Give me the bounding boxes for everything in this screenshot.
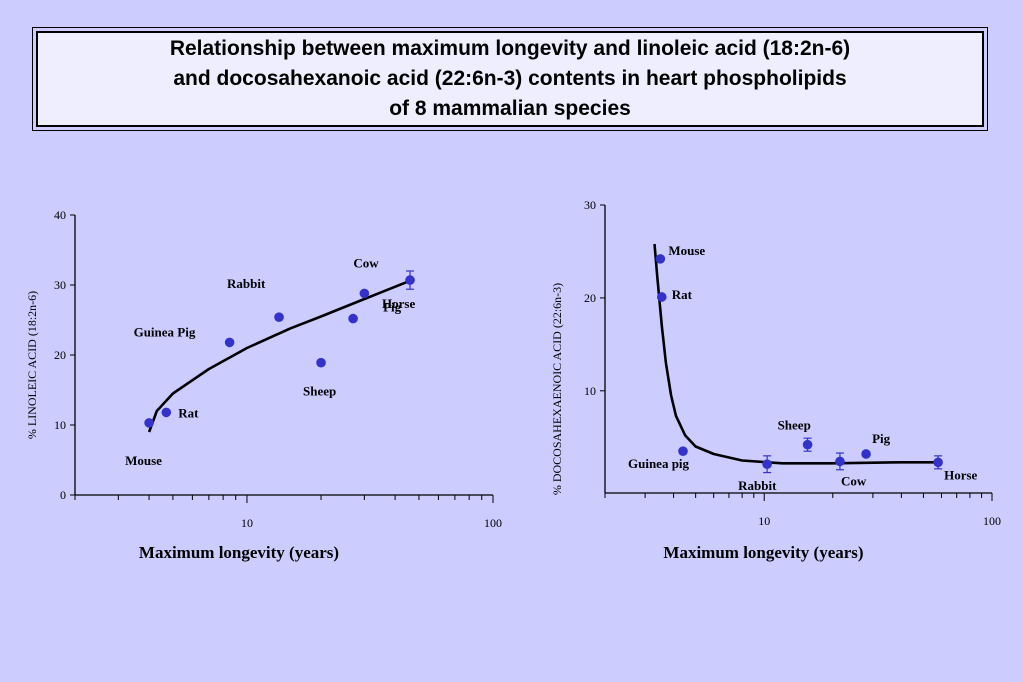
chart2-point-rat xyxy=(656,292,667,302)
chart2-x-tick-label: 100 xyxy=(983,514,1001,528)
slide-title: Relationship between maximum longevity a… xyxy=(36,31,984,127)
chart1-x-tick-label: 10 xyxy=(241,516,253,530)
chart2-y-tick-label: 30 xyxy=(584,198,596,212)
chart2-y-tick-label: 10 xyxy=(584,384,596,398)
chart1-point-mouse xyxy=(144,418,154,428)
title-frame: Relationship between maximum longevity a… xyxy=(32,27,988,131)
chart2-point-label: Guinea pig xyxy=(628,456,690,471)
chart1-point-cow xyxy=(359,288,370,299)
chart1-point-label: Mouse xyxy=(125,453,162,468)
chart1-y-axis-label: % LINOLEIC ACID (18:2n-6) xyxy=(25,291,39,439)
title-line-3: of 8 mammalian species xyxy=(389,97,631,120)
chart2-point-rabbit xyxy=(762,459,772,470)
chart2-point-pig xyxy=(861,449,871,459)
chart1-x-axis-label: Maximum longevity (years) xyxy=(139,543,339,562)
chart2-y-tick-label: 20 xyxy=(584,291,596,305)
chart2-point-mouse xyxy=(655,254,666,264)
chart2-point-horse xyxy=(933,457,943,468)
chart1-point-label: Guinea Pig xyxy=(134,324,196,339)
chart1-y-tick-label: 20 xyxy=(54,348,66,362)
chart1-point-label: Sheep xyxy=(303,384,336,399)
chart1-fit-curve xyxy=(147,279,411,433)
chart2-y-axis-label: % DOCOSAHEXAENOIC ACID (22:6n-3) xyxy=(550,283,564,495)
chart2-point-label: Rat xyxy=(672,287,693,302)
chart1-point-guinea-pig xyxy=(224,337,235,348)
chart1-y-tick-label: 10 xyxy=(54,418,66,432)
chart1-y-tick-label: 30 xyxy=(54,278,66,292)
chart1-y-tick-label: 0 xyxy=(60,488,66,502)
chart2-point-label: Cow xyxy=(841,473,867,488)
title-line-2: and docosahexanoic acid (22:6n-3) conten… xyxy=(173,67,847,90)
title-line-1: Relationship between maximum longevity a… xyxy=(169,37,851,60)
chart1-y-tick-label: 40 xyxy=(54,208,66,222)
chart1-point-pig xyxy=(348,313,358,324)
chart2-point-label: Mouse xyxy=(668,243,705,258)
chart1-x-tick-label: 100 xyxy=(484,516,502,530)
chart1-point-rabbit xyxy=(274,312,284,323)
chart2-point-label: Rabbit xyxy=(738,478,777,493)
chart2-point-label: Pig xyxy=(872,431,891,446)
chart2-x-tick-label: 10 xyxy=(758,514,770,528)
chart1-point-label: Rat xyxy=(178,405,199,420)
chart1-point-label: Horse xyxy=(382,296,415,311)
chart2-x-axis-label: Maximum longevity (years) xyxy=(663,543,863,562)
chart2-point-cow xyxy=(835,456,845,467)
chart1-point-label: Cow xyxy=(353,255,379,270)
chart1-point-horse xyxy=(405,275,415,285)
chart2-fit-curve xyxy=(653,243,939,465)
chart2-point-label: Horse xyxy=(944,467,977,482)
chart1-point-sheep xyxy=(316,357,326,368)
chart2-point-label: Sheep xyxy=(778,418,811,433)
chart1-point-label: Pig xyxy=(383,300,402,315)
chart2-point-sheep xyxy=(802,439,813,450)
chart2-point-guinea-pig xyxy=(678,446,688,456)
chart1-point-label: Rabbit xyxy=(227,276,266,291)
chart1-point-rat xyxy=(161,407,172,418)
